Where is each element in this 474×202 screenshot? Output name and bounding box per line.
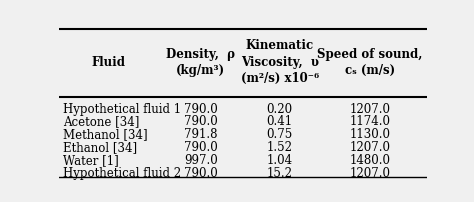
Text: Water [1]: Water [1] (63, 154, 118, 167)
Text: Hypothetical fluid 1: Hypothetical fluid 1 (63, 102, 181, 116)
Text: 1.52: 1.52 (267, 141, 292, 154)
Text: 0.75: 0.75 (266, 128, 293, 141)
Text: 790.0: 790.0 (184, 167, 218, 180)
Text: 1207.0: 1207.0 (349, 167, 390, 180)
Text: 1207.0: 1207.0 (349, 141, 390, 154)
Text: Speed of sound,
cₛ (m/s): Speed of sound, cₛ (m/s) (317, 48, 422, 77)
Text: 790.0: 790.0 (184, 141, 218, 154)
Text: 997.0: 997.0 (184, 154, 218, 167)
Text: Fluid: Fluid (92, 56, 126, 69)
Text: 0.20: 0.20 (266, 102, 293, 116)
Text: 1480.0: 1480.0 (349, 154, 390, 167)
Text: Hypothetical fluid 2: Hypothetical fluid 2 (63, 167, 181, 180)
Text: 1130.0: 1130.0 (349, 128, 390, 141)
Text: 1.04: 1.04 (266, 154, 293, 167)
Text: Methanol [34]: Methanol [34] (63, 128, 147, 141)
Text: 1174.0: 1174.0 (349, 115, 390, 128)
Text: Acetone [34]: Acetone [34] (63, 115, 139, 128)
Text: Ethanol [34]: Ethanol [34] (63, 141, 137, 154)
Text: 0.41: 0.41 (266, 115, 293, 128)
Text: 1207.0: 1207.0 (349, 102, 390, 116)
Text: Density,  ρ
(kg/m³): Density, ρ (kg/m³) (166, 48, 235, 77)
Text: 790.0: 790.0 (184, 102, 218, 116)
Text: 791.8: 791.8 (184, 128, 218, 141)
Text: 15.2: 15.2 (267, 167, 292, 180)
Text: Kinematic
Viscosity,  υ
(m²/s) x10⁻⁶: Kinematic Viscosity, υ (m²/s) x10⁻⁶ (241, 39, 319, 85)
Text: 790.0: 790.0 (184, 115, 218, 128)
